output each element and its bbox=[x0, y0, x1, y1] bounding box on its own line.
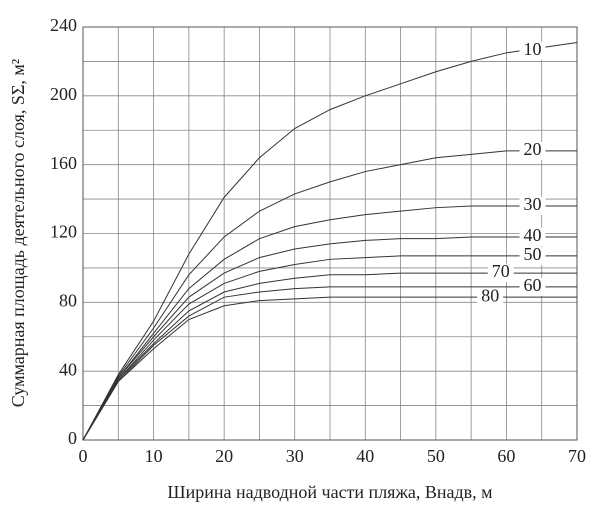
x-tick-label: 10 bbox=[145, 446, 163, 466]
label-bg bbox=[519, 141, 546, 160]
curve-label: 50 bbox=[524, 244, 542, 264]
y-tick-label: 40 bbox=[59, 359, 77, 379]
label-bg bbox=[519, 41, 546, 60]
label-bg bbox=[477, 288, 504, 307]
label-bg bbox=[519, 227, 546, 246]
curve bbox=[82, 41, 578, 441]
y-tick-label: 120 bbox=[50, 222, 77, 242]
x-tick-label: 70 bbox=[568, 446, 586, 466]
curve-label: 20 bbox=[524, 139, 542, 159]
curve-label: 10 bbox=[524, 39, 542, 59]
x-axis-label: Ширина надводной части пляжа, Bнадв, м bbox=[167, 482, 492, 502]
curve-label: 30 bbox=[524, 194, 542, 214]
curve bbox=[82, 286, 577, 441]
label-bg bbox=[519, 246, 546, 265]
curve bbox=[82, 236, 577, 441]
x-tick-label: 50 bbox=[427, 446, 445, 466]
plot-frame bbox=[82, 26, 578, 441]
x-tick-label: 20 bbox=[215, 446, 233, 466]
y-tick-label: 240 bbox=[50, 15, 77, 35]
curve-label: 60 bbox=[524, 275, 542, 295]
curve-label: 40 bbox=[524, 225, 542, 245]
x-tick-label: 30 bbox=[286, 446, 304, 466]
x-tick-label: 0 bbox=[79, 446, 88, 466]
x-tick-label: 60 bbox=[497, 446, 515, 466]
y-tick-label: 200 bbox=[50, 84, 77, 104]
curve bbox=[82, 205, 577, 441]
y-axis-label: Суммарная площадь деятельного слоя, SΣ, … bbox=[8, 59, 28, 407]
curve-label: 80 bbox=[481, 285, 499, 305]
label-bg bbox=[487, 264, 514, 283]
y-tick-label: 160 bbox=[50, 153, 77, 173]
y-tick-label: 0 bbox=[68, 428, 77, 448]
curve bbox=[82, 150, 577, 441]
x-tick-label: 40 bbox=[356, 446, 374, 466]
curve bbox=[82, 255, 577, 441]
label-bg bbox=[519, 196, 546, 215]
label-bg bbox=[519, 277, 546, 296]
y-tick-label: 80 bbox=[59, 290, 77, 310]
curve-label: 70 bbox=[492, 261, 510, 281]
